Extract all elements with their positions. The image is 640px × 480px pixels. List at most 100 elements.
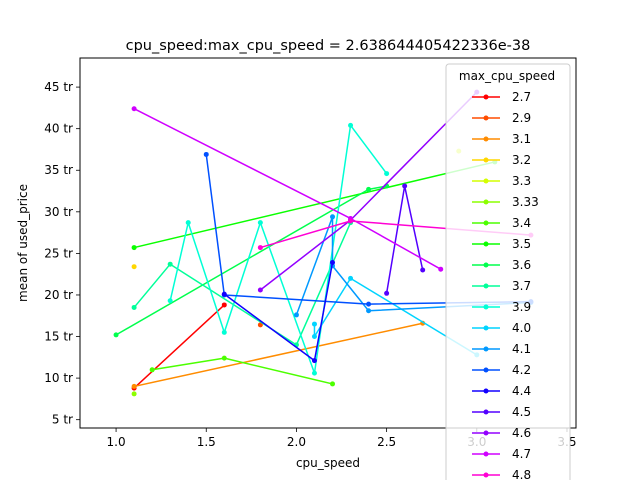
legend-item-4.5: 4.5: [472, 405, 531, 419]
legend-swatch-marker: [483, 388, 489, 394]
legend-label: 3.9: [512, 300, 531, 314]
series-4.5: [384, 183, 426, 296]
data-point-3.7-1: [167, 261, 173, 267]
data-point-3.6-1: [366, 186, 372, 192]
data-point-4.8-0: [257, 245, 263, 251]
data-point-4.1-1: [330, 214, 336, 220]
data-point-3.4-2: [330, 381, 336, 387]
series-4.7: [131, 106, 444, 272]
legend-item-4.0: 4.0: [472, 321, 531, 335]
x-tick-label: 2.0: [287, 435, 306, 449]
y-tick-label: 30 tr: [44, 205, 73, 219]
legend-label: 4.7: [512, 447, 531, 461]
legend-swatch-marker: [483, 409, 489, 415]
data-point-3.9-3: [257, 220, 263, 226]
legend-label: 4.2: [512, 363, 531, 377]
legend-swatch-marker: [483, 451, 489, 457]
legend-swatch-marker: [483, 472, 489, 478]
data-point-4.7-0: [131, 106, 137, 112]
data-point-3.9-0: [167, 298, 173, 304]
legend-item-4.6: 4.6: [472, 426, 531, 440]
data-point-3.5-0: [131, 245, 137, 251]
legend-label: 3.1: [512, 132, 531, 146]
data-point-4.1-3: [366, 308, 372, 314]
data-point-3.9-4: [311, 370, 317, 376]
legend-swatch-marker: [483, 136, 489, 142]
y-tick-label: 40 tr: [44, 122, 73, 136]
data-point-3.6-0: [113, 332, 119, 338]
data-point-2.9-0: [257, 322, 263, 328]
data-point-4.2-0: [203, 151, 209, 157]
data-point-4.1-0: [293, 312, 299, 318]
legend-item-3.4: 3.4: [472, 216, 531, 230]
plot-content: [113, 89, 534, 397]
x-axis-title: cpu_speed: [296, 456, 360, 470]
legend-label: 3.33: [512, 195, 539, 209]
data-point-4.0-1: [311, 334, 317, 340]
legend-label: 3.6: [512, 258, 531, 272]
legend-swatch-marker: [483, 94, 489, 100]
legend-item-3.3: 3.3: [472, 174, 531, 188]
data-point-3.7-0: [131, 304, 137, 310]
legend-swatch-marker: [483, 262, 489, 268]
series-line-2.7: [133, 304, 225, 389]
legend-label: 3.4: [512, 216, 531, 230]
legend-label: 4.8: [512, 468, 531, 480]
y-tick-label: 10 tr: [44, 371, 73, 385]
series-4.4: [221, 260, 336, 364]
x-tick-label: 1.0: [107, 435, 126, 449]
data-point-3.33-0: [131, 391, 137, 397]
y-tick-label: 15 tr: [44, 330, 73, 344]
legend-swatch-marker: [483, 220, 489, 226]
data-point-3.9-1: [185, 220, 191, 226]
series-2.7: [131, 302, 227, 391]
legend-label: 3.7: [512, 279, 531, 293]
data-point-3.4-1: [221, 355, 227, 361]
series-line-3.7: [133, 222, 352, 346]
legend-label: 2.7: [512, 90, 531, 104]
y-axis-title: mean of used_price: [16, 184, 30, 302]
data-point-4.8-1: [348, 218, 354, 224]
x-tick-label: 1.5: [197, 435, 216, 449]
legend-swatch-marker: [483, 346, 489, 352]
series-line-4.5: [385, 185, 424, 294]
data-point-4.5-2: [420, 267, 426, 273]
legend-swatch-marker: [483, 157, 489, 163]
legend-item-2.7: 2.7: [472, 90, 531, 104]
legend-item-4.1: 4.1: [472, 342, 531, 356]
data-point-3.9-6: [384, 171, 390, 177]
legend-label: 3.5: [512, 237, 531, 251]
legend-label: 4.1: [512, 342, 531, 356]
legend-items: 2.7 2.9 3.1 3.2 3.3 3.33 3.4 3.5 3.6 3.7 3.9 4.0 4.1…: [472, 90, 539, 480]
legend-item-4.7: 4.7: [472, 447, 531, 461]
legend-item-3.5: 3.5: [472, 237, 531, 251]
data-point-3.2-0: [131, 264, 137, 270]
data-point-4.5-1: [402, 183, 408, 189]
legend-swatch-marker: [483, 325, 489, 331]
legend-label: 3.2: [512, 153, 531, 167]
data-point-3.9-5: [348, 122, 354, 128]
data-point-4.0-2: [348, 275, 354, 281]
data-point-3.9-2: [221, 329, 227, 335]
legend-swatch-marker: [483, 241, 489, 247]
legend-label: 4.4: [512, 384, 531, 398]
data-point-4.2-2: [366, 301, 372, 307]
data-point-4.6-0: [257, 287, 263, 293]
series-line-3.5: [133, 161, 496, 249]
series-3.2: [131, 264, 137, 270]
series-line-4.0: [313, 277, 478, 356]
legend: max_cpu_speed 2.7 2.9 3.1 3.2 3.3 3.33 3.4 3.5 3…: [445, 63, 571, 480]
legend-item-3.9: 3.9: [472, 300, 531, 314]
series-3.4: [149, 355, 336, 387]
data-point-4.7-2: [438, 266, 444, 272]
y-tick-label: 45 tr: [44, 80, 73, 94]
plot-frame: [79, 57, 577, 429]
series-2.9: [257, 322, 263, 328]
legend-item-3.33: 3.33: [472, 195, 539, 209]
series-3.5: [131, 159, 498, 251]
legend-item-4.4: 4.4: [472, 384, 531, 398]
y-tick-label: 5 tr: [52, 413, 73, 427]
series-3.9: [167, 122, 390, 376]
legend-label: 2.9: [512, 111, 531, 125]
